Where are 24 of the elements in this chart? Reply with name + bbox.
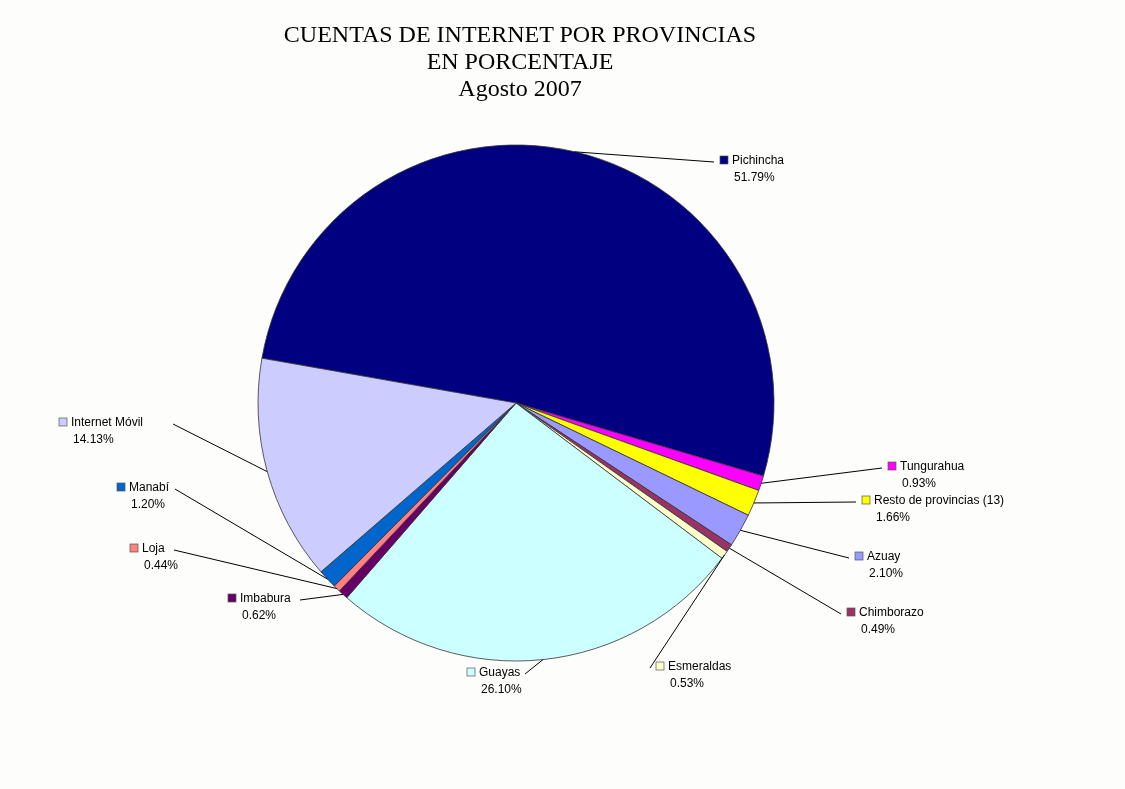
legend-label: Guayas [479, 665, 521, 679]
data-label: 0.44% [144, 558, 179, 572]
legend-label: Loja [142, 541, 166, 555]
chart-subtitle: Agosto 2007 [458, 75, 582, 101]
data-label: 51.79% [734, 170, 776, 184]
data-label: 0.93% [902, 476, 937, 490]
data-label: 1.20% [131, 497, 166, 511]
chart-title: CUENTAS DE INTERNET POR PROVINCIAS EN PORCENTAJE [283, 21, 757, 74]
legend-label: Internet Móvil [71, 415, 144, 429]
data-label: 0.62% [242, 608, 277, 622]
data-label: 2.10% [869, 566, 904, 580]
legend-label: Tungurahua [900, 459, 965, 473]
data-label: 14.13% [73, 432, 115, 446]
legend-label: Pichincha [732, 153, 785, 167]
data-label: 1.66% [876, 510, 911, 524]
legend-label: Imbabura [240, 591, 292, 605]
legend-label: Esmeraldas [668, 659, 732, 673]
legend-label: Resto de provincias (13) [874, 493, 1005, 507]
legend-label: Chimborazo [859, 605, 925, 619]
data-label: 0.49% [861, 622, 896, 636]
legend-label: Azuay [867, 549, 901, 563]
legend-label: Manabí [129, 480, 170, 494]
data-label: 0.53% [670, 676, 705, 690]
data-label: 26.10% [481, 682, 523, 696]
